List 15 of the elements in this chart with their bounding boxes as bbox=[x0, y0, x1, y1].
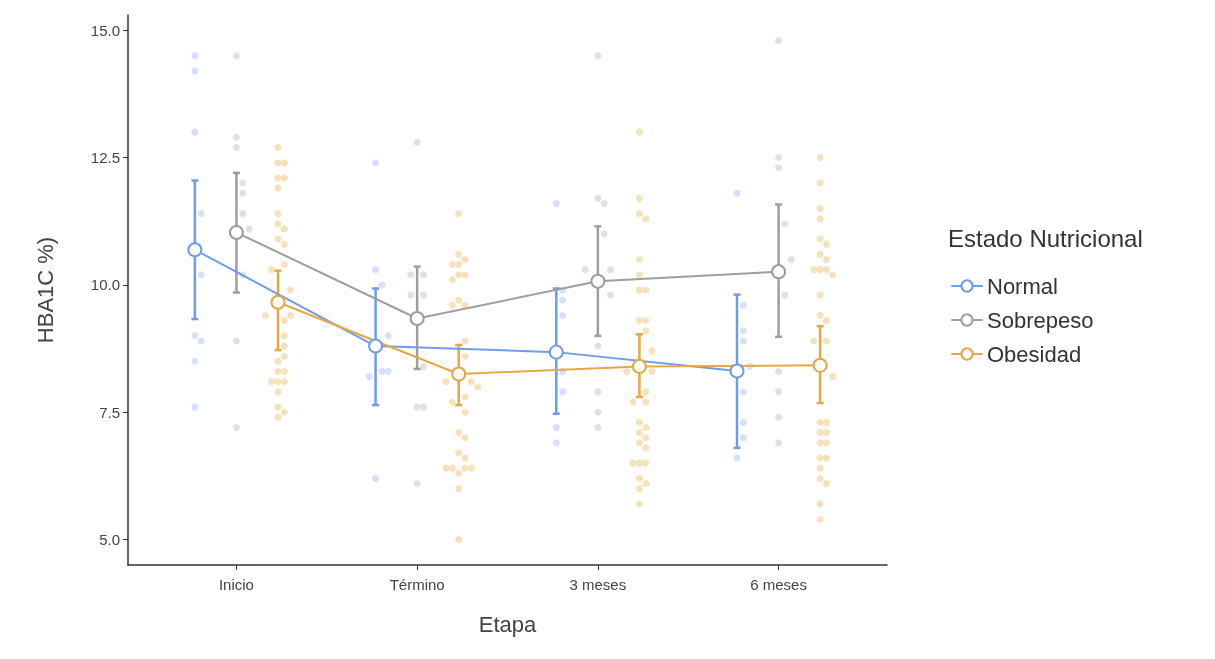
x-tick-label: 6 meses bbox=[750, 576, 807, 593]
y-tick-label: 12.5 bbox=[90, 149, 120, 167]
legend-title: Estado Nutricional bbox=[948, 224, 1143, 252]
legend-label: Obesidad bbox=[987, 341, 1082, 367]
y-tick-label: 10.0 bbox=[90, 276, 120, 294]
legend-label: Normal bbox=[987, 273, 1058, 299]
y-axis-title: HBA1C %) bbox=[32, 236, 58, 344]
y-tick-label: 15.0 bbox=[90, 21, 120, 39]
x-tick-label: Término bbox=[389, 576, 445, 593]
y-tick-label: 5.0 bbox=[99, 531, 120, 549]
x-tick-label: 3 meses bbox=[569, 576, 627, 593]
x-tick-label: Inicio bbox=[218, 576, 254, 593]
x-axis-title: Etapa bbox=[478, 611, 538, 637]
legend-label: Sobrepeso bbox=[987, 307, 1094, 333]
y-tick-label: 7.5 bbox=[99, 403, 120, 421]
